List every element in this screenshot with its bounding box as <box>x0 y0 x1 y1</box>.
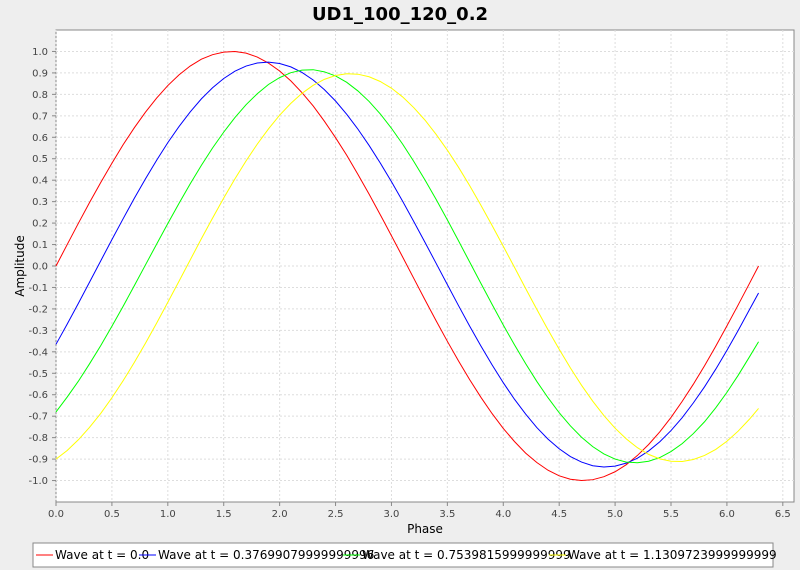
x-tick-label: 5.0 <box>607 509 623 520</box>
series-line-1 <box>55 50 759 482</box>
y-tick-label: -0.3 <box>28 326 48 337</box>
series-line-3 <box>55 69 759 464</box>
y-tick-label: 0.2 <box>32 219 48 230</box>
y-tick-label: -0.2 <box>28 304 48 315</box>
x-tick-label: 2.5 <box>328 509 344 520</box>
y-tick-label: -0.8 <box>28 433 48 444</box>
x-tick-label: 5.5 <box>663 509 679 520</box>
x-tick-label: 6.5 <box>775 509 791 520</box>
legend-label-1: Wave at t = 0.0 <box>55 548 149 562</box>
x-tick-label: 4.0 <box>495 509 511 520</box>
y-axis-label: Amplitude <box>13 235 27 297</box>
legend-box <box>32 542 774 568</box>
y-tick-label: 0.5 <box>32 154 48 165</box>
x-axis-label: Phase <box>407 522 443 536</box>
y-tick-label: -0.6 <box>28 390 48 401</box>
x-tick-label: 0.5 <box>104 509 120 520</box>
y-tick-label: 0.6 <box>32 133 48 144</box>
legend-label-2: Wave at t = 0.37699079999999996 <box>158 548 374 562</box>
x-tick-label: 2.0 <box>272 509 288 520</box>
y-tick-label: -0.5 <box>28 369 48 380</box>
y-tick-label: -0.1 <box>28 283 48 294</box>
series-layer <box>55 50 759 482</box>
series-line-4 <box>55 73 759 462</box>
x-tick-label: 6.0 <box>719 509 735 520</box>
x-tick-label: 3.5 <box>439 509 455 520</box>
legend: Wave at t = 0.0 Wave at t = 0.37699079999… <box>36 548 777 562</box>
y-tick-label: -0.4 <box>28 347 48 358</box>
legend-label-4: Wave at t = 1.1309723999999999 <box>568 548 777 562</box>
y-tick-label: -1.0 <box>28 476 48 487</box>
y-tick-label: 0.4 <box>32 176 48 187</box>
x-tick-label: 4.5 <box>551 509 567 520</box>
x-tick-label: 0.0 <box>48 509 64 520</box>
series-line-2 <box>55 61 759 468</box>
y-tick-label: -0.9 <box>28 455 48 466</box>
x-tick-label: 1.5 <box>216 509 232 520</box>
y-tick-label: 1.0 <box>32 47 48 58</box>
legend-label-3: Wave at t = 0.7539815999999999 <box>362 548 571 562</box>
grid-layer <box>55 30 794 502</box>
y-tick-label: 0.7 <box>32 111 48 122</box>
y-tick-label: 0.1 <box>32 240 48 251</box>
y-tick-label: 0.8 <box>32 90 48 101</box>
y-tick-label: 0.0 <box>32 262 48 273</box>
y-tick-label: 0.9 <box>32 68 48 79</box>
x-tick-label: 1.0 <box>160 509 176 520</box>
y-tick-label: 0.3 <box>32 197 48 208</box>
chart-title: UD1_100_120_0.2 <box>312 4 488 25</box>
y-tick-label: -0.7 <box>28 412 48 423</box>
x-tick-label: 3.0 <box>384 509 400 520</box>
tick-layer: 0.0 0.5 1.0 1.5 2.0 2.5 3.0 3.5 4.0 4.5 5.0 5.5 6.0 6… <box>28 47 790 520</box>
